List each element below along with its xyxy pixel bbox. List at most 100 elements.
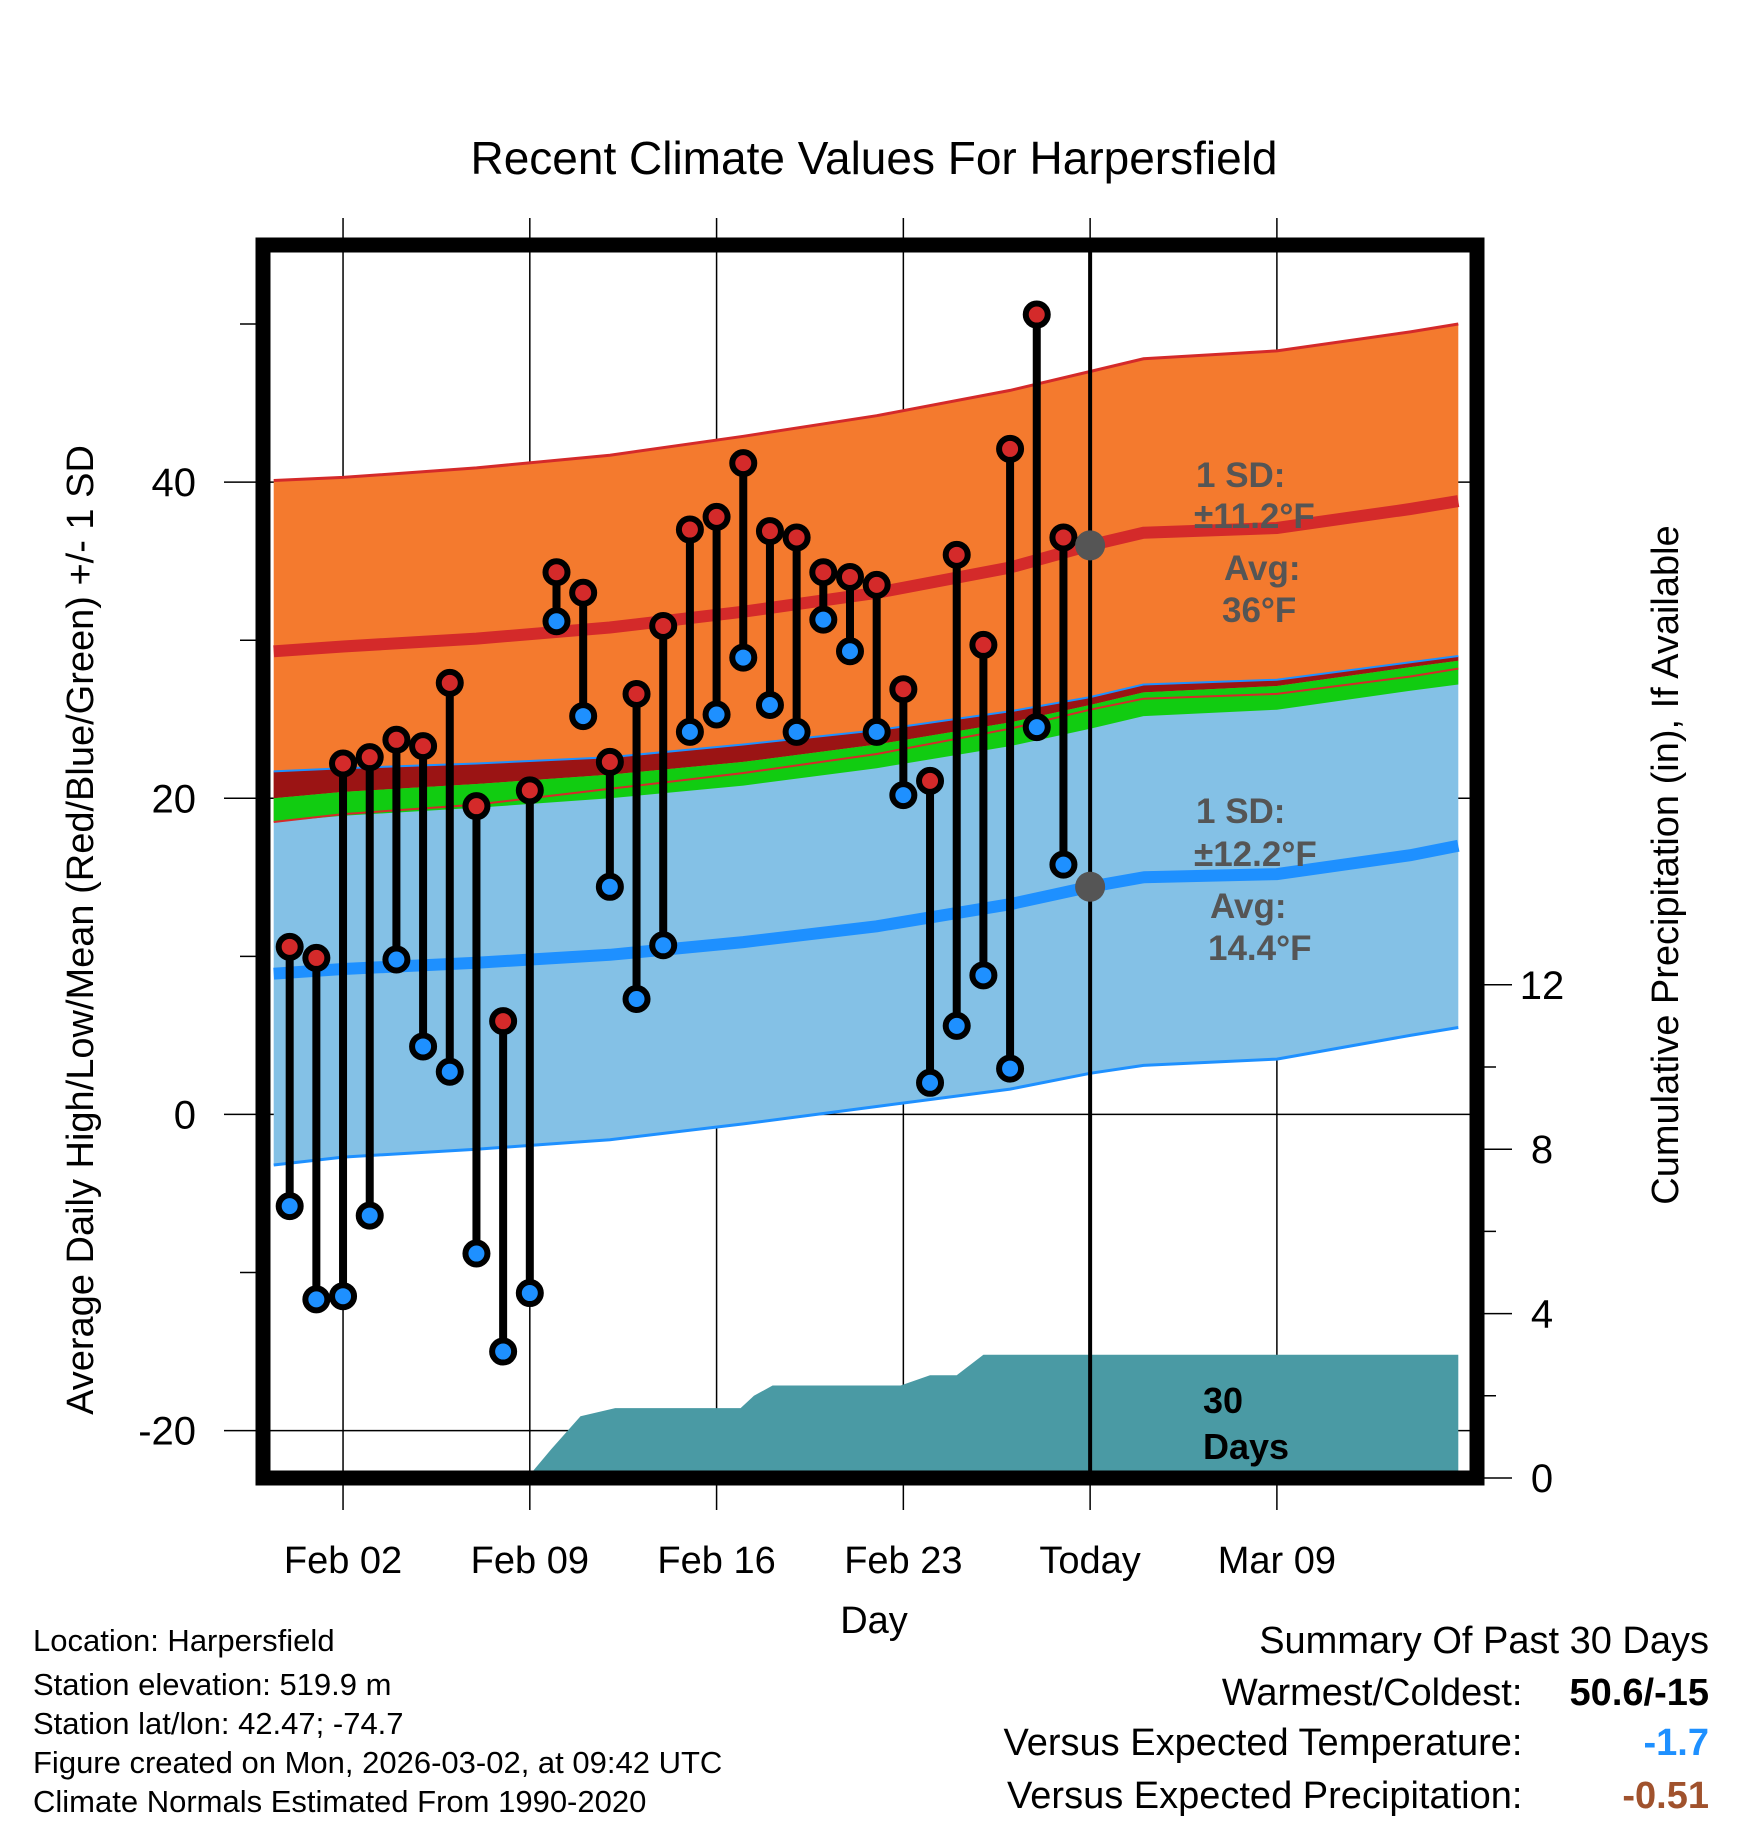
- low-marker: [889, 781, 918, 810]
- high-marker: [702, 502, 731, 531]
- low-marker: [329, 1282, 358, 1311]
- vs-precip-value: -0.51: [1622, 1775, 1709, 1817]
- high-marker: [835, 562, 864, 591]
- location-text: Location: Harpersfield: [33, 1623, 335, 1658]
- plot-frame: [255, 237, 1485, 1486]
- low-marker: [649, 931, 678, 960]
- high-marker: [329, 749, 358, 778]
- high-marker: [1049, 523, 1078, 552]
- y2-tick-label: 4: [1531, 1293, 1553, 1337]
- low-marker: [996, 1054, 1025, 1083]
- low-marker: [916, 1068, 945, 1097]
- low-marker: [835, 637, 864, 666]
- days-label: Days: [1203, 1426, 1289, 1467]
- low-marker: [355, 1201, 384, 1230]
- normals-text: Climate Normals Estimated From 1990-2020: [33, 1784, 647, 1819]
- y-tick-label: 0: [174, 1093, 196, 1137]
- x-tick-label: Feb 16: [657, 1540, 775, 1582]
- y-tick-label: -20: [138, 1410, 196, 1454]
- low-mean-line: [273, 839, 1460, 980]
- low-marker: [302, 1285, 331, 1314]
- high-marker: [649, 611, 678, 640]
- low-marker: [435, 1057, 464, 1086]
- high-marker: [515, 776, 544, 805]
- y2-tick-label: 12: [1520, 964, 1565, 1008]
- latlon-text: Station lat/lon: 42.47; -74.7: [33, 1706, 404, 1741]
- warm-cold-value: 50.6/-15: [1569, 1672, 1709, 1714]
- daily-sticks: [275, 300, 1078, 1366]
- x-tick-label: Feb 09: [471, 1540, 589, 1582]
- high-marker: [809, 558, 838, 587]
- elevation-text: Station elevation: 519.9 m: [33, 1667, 392, 1702]
- x-tick-label: Today: [1039, 1540, 1140, 1582]
- high-marker: [782, 523, 811, 552]
- x-tick-label: Feb 02: [284, 1540, 402, 1582]
- mean-dark-band: [273, 656, 1459, 799]
- y2-tick-label: 8: [1531, 1128, 1553, 1172]
- days-number: 30: [1203, 1380, 1243, 1421]
- low-sd-label: 1 SD:: [1196, 792, 1285, 831]
- high-sd-value: ±11.2°F: [1194, 497, 1315, 536]
- y-tick-label: 20: [152, 777, 197, 821]
- low-marker: [515, 1279, 544, 1308]
- low-marker: [462, 1239, 491, 1268]
- y-tick-label: 40: [152, 461, 197, 505]
- low-marker: [969, 961, 998, 990]
- low-marker: [542, 607, 571, 636]
- low-sd-value: ±12.2°F: [1194, 835, 1317, 874]
- precip-fill: [527, 1354, 1459, 1478]
- low-marker: [275, 1192, 304, 1221]
- high-marker: [675, 515, 704, 544]
- high-avg-dot: [1075, 530, 1106, 561]
- vs-precip-label: Versus Expected Precipitation:: [1007, 1775, 1523, 1817]
- high-marker: [942, 540, 971, 569]
- low-marker: [809, 605, 838, 634]
- low-avg-label: Avg:: [1210, 887, 1286, 926]
- high-marker: [595, 747, 624, 776]
- high-marker: [969, 630, 998, 659]
- high-marker: [462, 792, 491, 821]
- high-marker: [916, 766, 945, 795]
- low-avg-value: 14.4°F: [1208, 929, 1312, 968]
- low-marker: [702, 700, 731, 729]
- x-axis-label: Day: [840, 1600, 908, 1642]
- high-avg-value: 36°F: [1222, 591, 1296, 630]
- high-marker: [862, 570, 891, 599]
- high-marker: [569, 578, 598, 607]
- low-marker: [862, 717, 891, 746]
- y-axis-label: Average Daily High/Low/Mean (Red/Blue/Gr…: [60, 445, 102, 1415]
- low-avg-dot: [1075, 871, 1106, 902]
- low-upper-line: [273, 655, 1459, 773]
- summary-vs-precip: Versus Expected Precipitation: -0.51: [1007, 1775, 1709, 1818]
- vs-temp-label: Versus Expected Temperature:: [1003, 1722, 1523, 1764]
- x-tick-label: Mar 09: [1218, 1540, 1336, 1582]
- high-marker: [542, 558, 571, 587]
- high-marker: [889, 675, 918, 704]
- high-marker: [275, 932, 304, 961]
- high-upper-line: [273, 322, 1459, 482]
- created-text: Figure created on Mon, 2026-03-02, at 09…: [33, 1745, 723, 1780]
- low-marker: [1022, 713, 1051, 742]
- high-sd-label: 1 SD:: [1196, 456, 1285, 495]
- low-marker: [782, 717, 811, 746]
- low-marker: [729, 643, 758, 672]
- low-marker: [942, 1011, 971, 1040]
- y2-tick-label: 0: [1531, 1457, 1553, 1501]
- precip-area: [527, 1354, 1459, 1478]
- low-lower-line: [273, 1026, 1459, 1167]
- mean-green-band: [273, 660, 1459, 822]
- high-marker: [302, 943, 331, 972]
- low-marker: [622, 985, 651, 1014]
- high-avg-label: Avg:: [1224, 549, 1300, 588]
- axis-ticks: Feb 02 Feb 09 Feb 16 Feb 23 Today Mar 09 -20 0 2…: [138, 218, 1564, 1582]
- plot-border: [255, 237, 1485, 1486]
- chart-title: Recent Climate Values For Harpersfield: [470, 132, 1277, 184]
- low-marker: [1049, 850, 1078, 879]
- y2-axis-label: Cumulative Precipitation (in), If Availa…: [1645, 525, 1687, 1204]
- x-tick-label: Feb 23: [844, 1540, 962, 1582]
- warm-cold-label: Warmest/Coldest:: [1221, 1672, 1523, 1714]
- high-mean-line: [273, 495, 1460, 658]
- low-marker: [382, 945, 411, 974]
